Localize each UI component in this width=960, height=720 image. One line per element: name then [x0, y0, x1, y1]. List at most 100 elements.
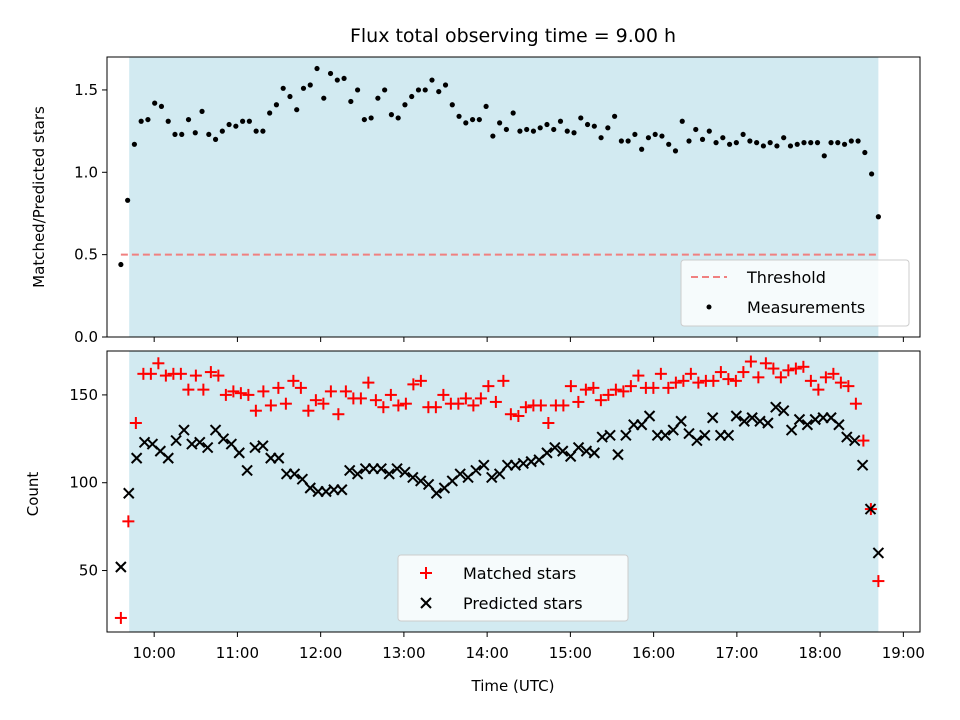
- matched-star-point: [662, 381, 675, 394]
- matched-star-point: [722, 373, 735, 386]
- predicted-star-point: [257, 440, 269, 452]
- measurement-point: [436, 88, 442, 95]
- matched-star-point: [324, 385, 337, 398]
- predicted-star-point: [730, 410, 743, 422]
- x-tick-label: 12:00: [299, 644, 342, 662]
- measurement-point: [659, 133, 665, 139]
- matched-star-point: [384, 388, 397, 401]
- measurement-point: [618, 138, 624, 144]
- measurement-point: [192, 130, 198, 136]
- measurement-point: [720, 135, 726, 141]
- matched-star-point: [872, 575, 885, 588]
- matched-star-point: [609, 383, 622, 396]
- measurement-point: [145, 116, 151, 123]
- predicted-star-point: [572, 441, 585, 454]
- predicted-star-point: [201, 441, 214, 454]
- measurement-point: [841, 141, 848, 147]
- matched-star-point: [122, 515, 135, 528]
- threshold-legend-label: Threshold: [746, 268, 826, 287]
- predicted-star-point: [643, 410, 656, 422]
- predicted-star-point: [620, 429, 632, 442]
- measurement-point: [300, 85, 307, 91]
- matched-star-point: [617, 385, 630, 398]
- panel-count-frame: [106, 350, 921, 633]
- predicted-star-point: [604, 429, 616, 442]
- ratio-y-axis-label: Matched/Predicted stars: [30, 106, 48, 288]
- measurement-point: [524, 126, 530, 133]
- measurement-point: [713, 140, 719, 146]
- measurement-point: [517, 128, 523, 134]
- matched-star-point: [159, 369, 172, 382]
- predicted-star-point: [541, 447, 553, 459]
- matched-star-point: [489, 395, 502, 408]
- measurement-point: [212, 136, 219, 142]
- measurement-point: [787, 143, 794, 149]
- matched-star-point: [594, 394, 607, 407]
- measurement-point: [463, 120, 469, 126]
- measurement-point: [855, 138, 861, 144]
- predicted-star-point: [549, 441, 561, 454]
- predicted-star-point: [659, 429, 672, 442]
- panel-ratio-frame: [106, 56, 921, 338]
- matched-star-point: [707, 374, 720, 387]
- measurement-point: [490, 133, 496, 139]
- measurement-point: [226, 121, 232, 128]
- measurements-legend-label: Measurements: [747, 298, 865, 317]
- measurement-point: [679, 118, 685, 124]
- predicted-star-point: [415, 475, 427, 487]
- measurement-point: [794, 141, 800, 147]
- predicted-star-point: [738, 415, 750, 427]
- matched-star-point: [377, 401, 390, 414]
- matched-star-point: [474, 392, 487, 405]
- measurement-point: [219, 128, 225, 134]
- predicted-star-point: [304, 482, 316, 494]
- matched-star-point: [497, 374, 510, 387]
- measurement-point: [327, 70, 334, 77]
- chart-title: Flux total observing time = 9.00 h: [350, 25, 676, 47]
- x-tick-label: 16:00: [632, 644, 675, 662]
- predicted-star-point: [493, 468, 506, 480]
- matched-star-point: [399, 397, 412, 410]
- predicted-legend-label: Predicted stars: [463, 594, 583, 613]
- predicted-star-point: [699, 429, 711, 442]
- matched-star-point: [752, 371, 765, 384]
- matched-star-point: [392, 399, 405, 412]
- measurement-point: [726, 141, 733, 147]
- matched-star-point: [294, 381, 307, 394]
- predicted-star-point: [801, 419, 814, 431]
- ratio-legend-box: [680, 259, 910, 327]
- predicted-star-point: [130, 452, 143, 464]
- measurement-point: [260, 128, 266, 134]
- predicted-star-point: [272, 452, 285, 464]
- matched-star-point: [534, 399, 547, 412]
- predicted-star-point: [430, 487, 443, 499]
- predicted-star-point: [691, 434, 703, 447]
- panel-count: 50 100 150 10:00 11:00 12:00 13:00 14:00 15:00 1…: [24, 350, 925, 662]
- predicted-star-point: [178, 424, 190, 436]
- predicted-star-point: [486, 471, 498, 484]
- predicted-star-point: [722, 429, 735, 442]
- matched-star-point: [557, 399, 570, 412]
- predicted-star-point: [777, 405, 790, 417]
- matched-star-point: [339, 385, 352, 398]
- matched-star-point: [812, 383, 825, 396]
- measurement-point: [497, 120, 503, 126]
- matched-star-point: [219, 388, 232, 401]
- matched-star-point: [677, 374, 690, 387]
- measurement-point: [341, 75, 347, 82]
- measurement-point: [666, 141, 672, 147]
- matched-star-point: [152, 357, 165, 370]
- matched-star-point: [287, 374, 300, 387]
- measurement-point: [862, 149, 868, 156]
- measurement-point: [402, 102, 408, 108]
- matched-star-point: [369, 394, 382, 407]
- matched-star-point: [407, 378, 420, 391]
- matched-star-point: [272, 381, 285, 394]
- ratio-legend: Threshold Measurements: [680, 259, 910, 327]
- predicted-star-point: [209, 424, 222, 436]
- matched-star-point: [302, 404, 315, 417]
- matched-star-point: [174, 367, 187, 380]
- predicted-star-point: [675, 415, 687, 427]
- measurement-point: [172, 131, 178, 138]
- matched-star-point: [842, 380, 855, 393]
